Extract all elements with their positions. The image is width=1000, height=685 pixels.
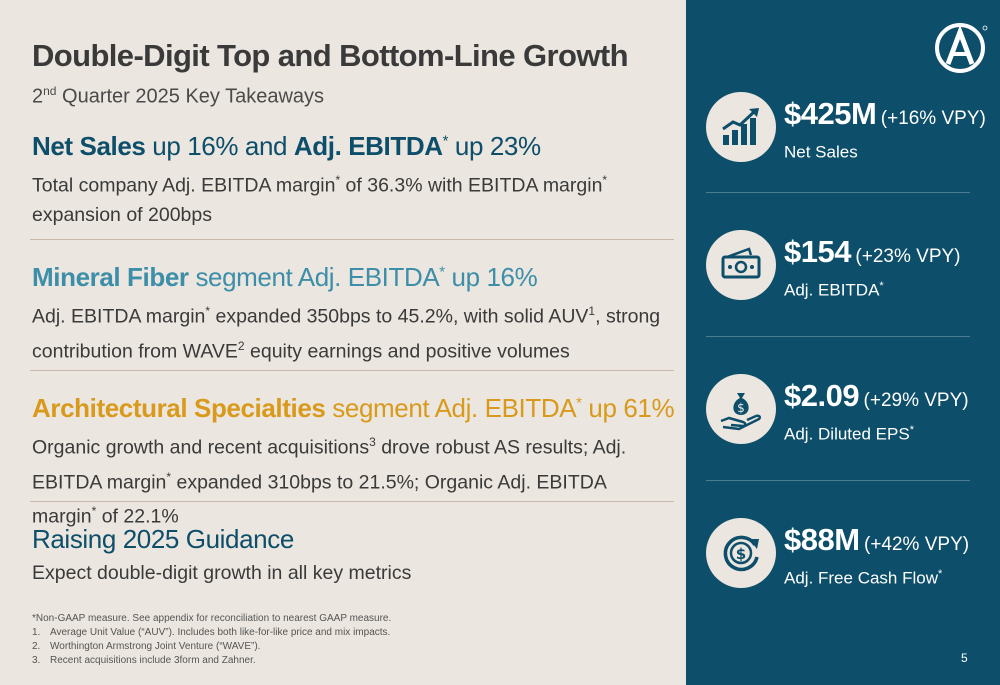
metric-value: $2.09 bbox=[784, 378, 860, 413]
text-run: up 16% bbox=[444, 262, 538, 292]
metric-change: (+29% VPY) bbox=[863, 390, 969, 411]
superscript: 1 bbox=[588, 304, 596, 318]
metric-adj-diluted-eps: $ $2.09 (+29% VPY) Adj. Diluted EPS* bbox=[706, 374, 1000, 454]
section-divider bbox=[30, 370, 674, 371]
metric-net-sales: $425M (+16% VPY) Net Sales bbox=[706, 92, 1000, 172]
text-run: up 61% bbox=[581, 393, 675, 423]
text-run: expanded 350bps to 45.2%, with solid AUV bbox=[210, 305, 589, 328]
text-run: Adj. EBITDA margin bbox=[32, 305, 206, 328]
footnote-item: 3. Recent acquisitions include 3form and … bbox=[32, 655, 256, 666]
metric-label: Net Sales bbox=[784, 142, 858, 162]
takeaway-body: Total company Adj. EBITDA margin* of 36.… bbox=[32, 166, 672, 230]
cash-stack-icon bbox=[706, 230, 776, 300]
metric-value: $88M bbox=[784, 522, 860, 557]
cash-cycle-icon: $ bbox=[706, 518, 776, 588]
takeaway-heading: Mineral Fiber segment Adj. EBITDA* up 16… bbox=[32, 262, 672, 293]
footnotes: *Non-GAAP measure. See appendix for reco… bbox=[32, 612, 391, 668]
text-run: of 22.1% bbox=[96, 505, 179, 528]
text-run: Net Sales bbox=[32, 131, 146, 161]
text-run: drove robust AS results; Adj. EBITDA mar… bbox=[32, 436, 627, 494]
text-run: expanded 310bps to 21.5%; Organic Adj. E… bbox=[32, 471, 606, 528]
takeaway-mineral-fiber: Mineral Fiber segment Adj. EBITDA* up 16… bbox=[32, 262, 672, 366]
superscript: * bbox=[576, 394, 582, 412]
metric-label: Adj. Free Cash Flow* bbox=[784, 568, 943, 588]
text-run: Raising 2025 Guidance bbox=[32, 524, 294, 554]
takeaway-guidance: Raising 2025 Guidance Expect double-digi… bbox=[32, 524, 672, 588]
superscript: * bbox=[205, 304, 211, 318]
takeaway-body: Organic growth and recent acquisitions3 … bbox=[32, 428, 672, 532]
text-run: up 16% and bbox=[145, 131, 294, 161]
metric-divider bbox=[706, 192, 970, 193]
takeaway-net-sales: Net Sales up 16% and Adj. EBITDA* up 23%… bbox=[32, 131, 672, 230]
metric-adj-ebitda: $154 (+23% VPY) Adj. EBITDA* bbox=[706, 230, 1000, 310]
text-run: Architectural Specialties bbox=[32, 393, 326, 423]
money-bag-hand-icon: $ bbox=[706, 374, 776, 444]
metric-adj-free-cash-flow: $ $88M (+42% VPY) Adj. Free Cash Flow* bbox=[706, 518, 1000, 598]
growth-chart-icon bbox=[706, 92, 776, 162]
superscript: * bbox=[91, 504, 97, 518]
section-divider bbox=[30, 239, 674, 240]
superscript: * bbox=[442, 132, 449, 150]
text-run: Expect double-digit growth in all key me… bbox=[32, 562, 412, 584]
text-run: up 23% bbox=[448, 131, 541, 161]
metric-divider bbox=[706, 480, 970, 481]
text-run: Mineral Fiber bbox=[32, 262, 189, 292]
text-run: expansion of 200bps bbox=[32, 203, 212, 226]
text-run: segment Adj. EBITDA bbox=[325, 393, 577, 423]
text-run: Adj. EBITDA bbox=[293, 131, 443, 161]
page-number: 5 bbox=[961, 651, 968, 665]
text-run: of 36.3% with EBITDA margin bbox=[340, 174, 603, 197]
takeaway-heading: Raising 2025 Guidance bbox=[32, 524, 672, 555]
metric-divider bbox=[706, 336, 970, 337]
armstrong-logo-icon bbox=[935, 23, 988, 73]
metric-change: (+23% VPY) bbox=[855, 246, 961, 267]
svg-text:$: $ bbox=[737, 401, 745, 415]
superscript: * bbox=[335, 173, 341, 187]
metric-label: Adj. EBITDA* bbox=[784, 280, 884, 300]
superscript: * bbox=[439, 263, 445, 281]
text-run: , strong contribution from WAVE bbox=[32, 305, 661, 363]
takeaway-heading: Net Sales up 16% and Adj. EBITDA* up 23% bbox=[32, 131, 672, 162]
content-panel bbox=[0, 0, 686, 685]
takeaway-heading: Architectural Specialties segment Adj. E… bbox=[32, 393, 675, 424]
metric-change: (+16% VPY) bbox=[880, 108, 986, 129]
takeaway-body: Adj. EBITDA margin* expanded 350bps to 4… bbox=[32, 297, 672, 366]
footnote-non-gaap: *Non-GAAP measure. See appendix for reco… bbox=[32, 613, 392, 624]
text-run: Organic growth and recent acquisitions bbox=[32, 436, 370, 459]
superscript: * bbox=[602, 173, 608, 187]
takeaway-architectural-specialties: Architectural Specialties segment Adj. E… bbox=[32, 393, 675, 532]
page-subtitle: 2nd Quarter 2025 Key Takeaways bbox=[32, 84, 325, 108]
metric-value: $154 bbox=[784, 234, 851, 269]
text-run: equity earnings and positive volumes bbox=[244, 340, 570, 362]
footnote-item: 1. Average Unit Value (“AUV”). Includes b… bbox=[32, 627, 391, 638]
takeaway-body: Expect double-digit growth in all key me… bbox=[32, 559, 672, 588]
metric-change: (+42% VPY) bbox=[864, 534, 970, 555]
footnote-item: 2. Worthington Armstrong Joint Venture (“… bbox=[32, 641, 261, 652]
text-run: Total company Adj. EBITDA margin bbox=[32, 174, 336, 197]
metric-value: $425M bbox=[784, 96, 877, 131]
superscript: 2 bbox=[237, 338, 245, 353]
section-divider bbox=[30, 501, 674, 502]
superscript: * bbox=[166, 469, 172, 484]
metric-label: Adj. Diluted EPS* bbox=[784, 424, 914, 444]
svg-text:$: $ bbox=[736, 545, 746, 563]
page-title: Double-Digit Top and Bottom-Line Growth bbox=[32, 38, 629, 73]
superscript: 3 bbox=[369, 435, 376, 449]
text-run: segment Adj. EBITDA bbox=[188, 262, 440, 292]
